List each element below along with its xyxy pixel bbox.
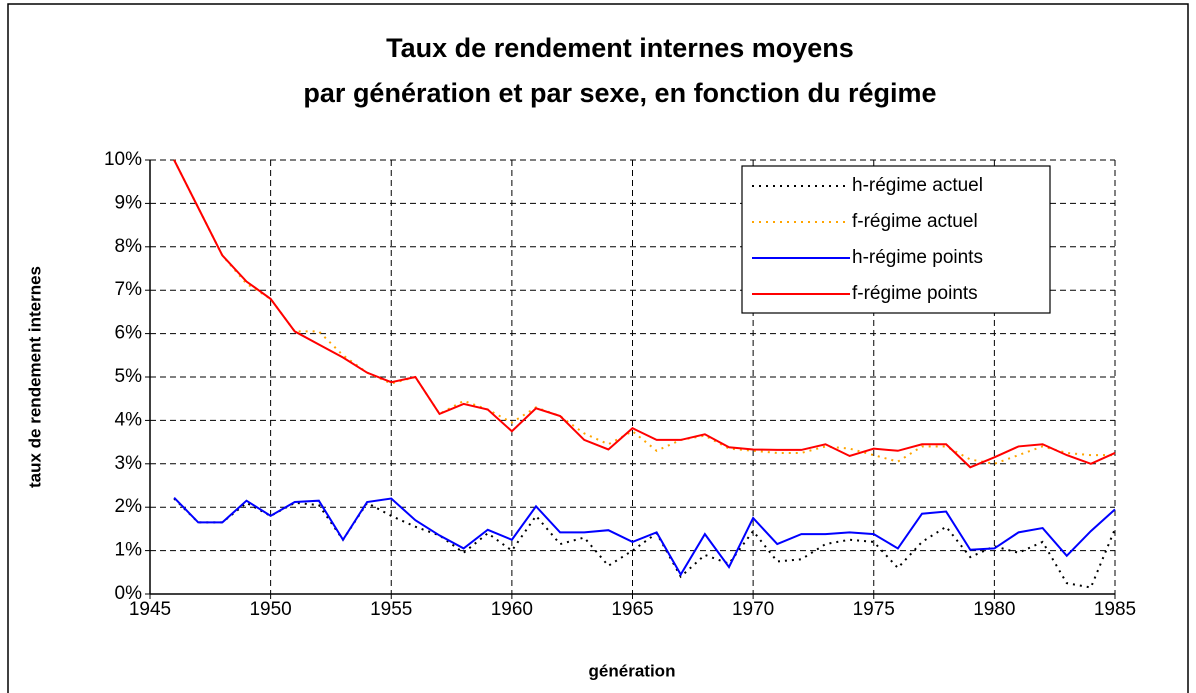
y-tick-label: 5% xyxy=(115,366,143,387)
chart-title: Taux de rendement internes moyens xyxy=(386,33,854,63)
legend-label: f-régime actuel xyxy=(852,211,978,232)
legend-label: h-régime points xyxy=(852,247,983,268)
y-tick-label: 0% xyxy=(115,583,143,604)
x-tick-label: 1980 xyxy=(973,599,1015,620)
y-tick-label: 8% xyxy=(115,236,143,257)
legend-label: f-régime points xyxy=(852,283,978,304)
x-tick-label: 1955 xyxy=(370,599,412,620)
x-tick-label: 1950 xyxy=(249,599,291,620)
y-tick-label: 9% xyxy=(115,192,143,213)
x-tick-label: 1960 xyxy=(491,599,533,620)
series-line xyxy=(173,159,1116,469)
series-line xyxy=(173,496,1116,577)
chart-title: par génération et par sexe, en fonction … xyxy=(303,78,936,108)
x-tick-label: 1985 xyxy=(1094,599,1136,620)
legend-box xyxy=(741,165,1051,314)
y-tick-label: 4% xyxy=(115,409,143,430)
y-tick-label: 7% xyxy=(115,279,143,300)
x-tick-label: 1945 xyxy=(129,599,171,620)
legend-label: h-régime actuel xyxy=(852,175,983,196)
x-tick-label: 1975 xyxy=(853,599,895,620)
series-line xyxy=(173,159,1115,465)
x-axis-label: génération xyxy=(589,661,676,680)
y-axis-label: taux de rendement internes xyxy=(25,266,44,488)
y-tick-label: 6% xyxy=(115,323,143,344)
series-line xyxy=(173,497,1116,589)
y-tick-label: 10% xyxy=(104,149,142,170)
x-tick-label: 1970 xyxy=(732,599,774,620)
x-tick-label: 1965 xyxy=(611,599,653,620)
y-tick-label: 2% xyxy=(115,496,143,517)
y-tick-label: 3% xyxy=(115,453,143,474)
chart-border xyxy=(7,3,1189,693)
y-tick-label: 1% xyxy=(115,540,143,561)
